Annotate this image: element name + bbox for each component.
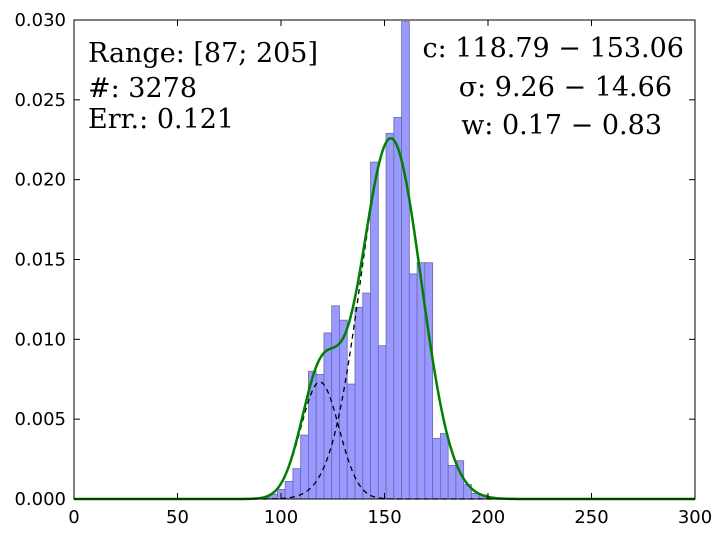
histogram-bar xyxy=(315,374,325,500)
histogram-bar xyxy=(408,273,418,500)
x-tick-label: 50 xyxy=(166,507,189,528)
x-tick-label: 150 xyxy=(367,507,401,528)
y-tick-label: 0.015 xyxy=(14,250,66,271)
axis-ticks: 0 50 100 150 200 250 300 0.000 0.005 0.010 0.015 0.… xyxy=(14,10,712,528)
y-tick-label: 0.025 xyxy=(14,90,66,111)
annotation-count: #: 3278 xyxy=(88,73,197,104)
histogram-bar xyxy=(284,481,294,500)
annotation-weights: w: 0.17 − 0.83 xyxy=(461,110,662,141)
annotation-sigmas: σ: 9.26 − 14.66 xyxy=(459,72,672,103)
x-tick-label: 100 xyxy=(264,507,298,528)
x-tick-label: 0 xyxy=(68,507,79,528)
histogram-bar xyxy=(432,437,441,500)
histogram-bar xyxy=(354,306,364,500)
annotation-left: Range: [87; 205] #: 3278 Err.: 0.121 xyxy=(88,38,318,135)
annotation-right: c: 118.79 − 153.06 σ: 9.26 − 14.66 w: 0.… xyxy=(422,33,684,141)
x-tick-label: 300 xyxy=(678,507,712,528)
histogram-bar xyxy=(346,383,356,500)
histogram-bar xyxy=(385,132,395,500)
histogram-bar xyxy=(401,21,410,500)
histogram-bar xyxy=(447,465,457,500)
x-tick-label: 200 xyxy=(471,507,505,528)
annotation-range: Range: [87; 205] xyxy=(88,38,318,69)
histogram-bar xyxy=(331,305,340,500)
histogram-bar xyxy=(424,262,434,500)
annotation-centers: c: 118.79 − 153.06 xyxy=(422,33,684,64)
histogram-bar xyxy=(393,116,402,500)
y-tick-label: 0.010 xyxy=(14,329,66,350)
y-tick-label: 0.000 xyxy=(14,489,66,510)
histogram-bar xyxy=(300,434,309,500)
histogram-bar xyxy=(323,332,333,500)
x-tick-label: 250 xyxy=(574,507,608,528)
histogram-bar xyxy=(439,433,449,500)
histogram-bar xyxy=(377,345,387,500)
y-tick-label: 0.030 xyxy=(14,10,66,31)
annotation-error: Err.: 0.121 xyxy=(88,104,234,135)
histogram-bar xyxy=(370,161,379,500)
histogram-bar xyxy=(362,292,371,500)
y-tick-label: 0.020 xyxy=(14,170,66,191)
y-tick-label: 0.005 xyxy=(14,409,66,430)
